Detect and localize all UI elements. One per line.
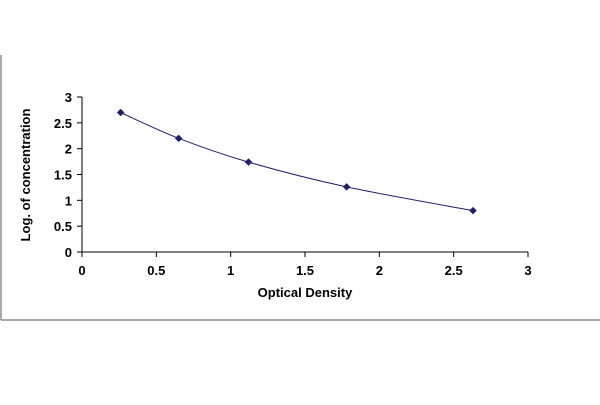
- data-point-marker: [342, 183, 351, 191]
- y-tick-label: 1: [65, 193, 72, 208]
- x-axis-title: Optical Density: [258, 285, 353, 300]
- x-tick-label: 1: [227, 263, 234, 278]
- x-tick-label: 3: [524, 263, 531, 278]
- y-tick-label: 0: [65, 245, 72, 260]
- data-point-marker: [244, 158, 253, 166]
- y-tick-label: 2.5: [54, 116, 72, 131]
- data-point-marker: [174, 134, 183, 143]
- data-point-marker: [116, 108, 125, 117]
- y-tick-label: 1.5: [54, 168, 72, 183]
- data-points: [116, 108, 477, 215]
- y-tick-label: 2: [65, 142, 72, 157]
- y-axis-ticks: 0 0.5 1 1.5 2 2.5 3: [54, 90, 82, 260]
- y-tick-label: 0.5: [54, 219, 72, 234]
- x-tick-label: 2: [376, 263, 383, 278]
- x-tick-label: 2.5: [445, 263, 463, 278]
- y-tick-label: 3: [65, 90, 72, 105]
- x-tick-label: 0.5: [147, 263, 165, 278]
- y-axis-title: Log. of concentration: [18, 109, 33, 242]
- x-tick-label: 1.5: [296, 263, 314, 278]
- data-point-marker: [469, 206, 477, 215]
- x-axis-ticks: 0 0.5 1 1.5 2 2.5 3: [78, 252, 532, 278]
- fitted-curve: [120, 112, 474, 212]
- x-tick-label: 0: [78, 263, 85, 278]
